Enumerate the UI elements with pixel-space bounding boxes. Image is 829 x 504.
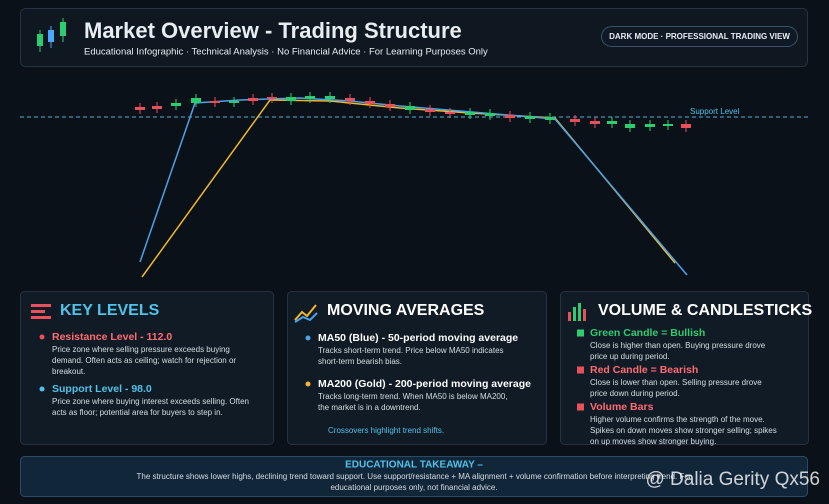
subtitle: Educational Infographic · Technical Anal…	[84, 47, 488, 58]
panel	[287, 291, 547, 445]
badge	[601, 26, 798, 47]
item-heading: Resistance Level - 112.0	[52, 331, 172, 343]
candle-body	[590, 121, 600, 124]
item-heading: MA50 (Blue) - 50-period moving average	[318, 332, 518, 344]
candle-body	[305, 96, 315, 99]
panel-icon	[294, 304, 318, 323]
panels: KEY LEVELS Resistance Level - 112.0 Price …	[39, 302, 813, 446]
bullet	[577, 403, 584, 411]
candle-body	[171, 103, 181, 106]
candle-body	[505, 115, 515, 118]
bullet	[305, 335, 311, 341]
title: Market Overview - Trading Structure	[84, 18, 462, 43]
candles	[135, 92, 691, 132]
candle-body	[365, 101, 375, 104]
bullet	[305, 381, 311, 387]
candle-body	[645, 124, 655, 127]
candle-body	[405, 106, 415, 110]
item-heading: Green Candle = Bullish	[590, 327, 705, 339]
panel	[20, 291, 274, 445]
candle-body	[445, 112, 455, 114]
candle-body	[663, 124, 673, 126]
panel-title: VOLUME & CANDLESTICKS	[598, 302, 813, 319]
item-text: Price zone where buying interest exceeds…	[52, 397, 249, 406]
item-text: acts as floor; potential area for buyers…	[52, 408, 223, 417]
bullet	[577, 366, 584, 374]
candle-body	[465, 112, 475, 115]
candle-body	[425, 109, 435, 112]
panel-title: KEY LEVELS	[60, 302, 160, 319]
candle-body	[345, 98, 355, 101]
badge-text: DARK MODE · PROFESSIONAL TRADING VIEW	[609, 32, 790, 41]
bullet	[577, 329, 584, 337]
item-text: price down during period.	[590, 389, 680, 398]
panel-icon	[31, 304, 51, 319]
candle-body	[135, 107, 145, 110]
item-text: Price zone where selling pressure exceed…	[52, 345, 230, 354]
panel-note: Crossovers highlight trend shifts.	[328, 426, 444, 435]
candle-body	[248, 98, 258, 101]
candle-body	[625, 124, 635, 128]
logo-icon	[37, 18, 66, 52]
candle-body	[325, 96, 335, 99]
item-text: demand. Often acts as ceiling; watch for…	[52, 356, 236, 365]
candle-body	[385, 104, 395, 107]
candle-body	[545, 117, 555, 120]
panel-title: MOVING AVERAGES	[327, 302, 485, 319]
bullet	[39, 334, 45, 340]
candle-body	[229, 101, 239, 103]
candle-body	[286, 97, 296, 101]
panel	[560, 291, 809, 445]
candle-body	[210, 101, 220, 103]
watermark: @ Dalia Gerity Qx56	[645, 469, 820, 490]
header-box	[20, 8, 808, 67]
takeaway-line: The structure shows lower highs, declini…	[137, 472, 692, 481]
candle-body	[152, 106, 162, 109]
item-text: the market is in a downtrend.	[318, 403, 421, 412]
item-text: on up moves show stronger buying.	[590, 437, 716, 446]
item-text: Tracks long-term trend. When MA50 is bel…	[318, 392, 508, 401]
item-text: Higher volume confirms the strength of t…	[590, 415, 765, 424]
takeaway-title: EDUCATIONAL TAKEAWAY –	[345, 460, 483, 471]
candle-body	[485, 113, 495, 116]
item-text: price up during period.	[590, 352, 670, 361]
candle-body	[607, 121, 617, 124]
support-label: Support Level	[690, 107, 740, 116]
takeaway-line: educational purposes only, not financial…	[330, 483, 497, 492]
takeaway-box	[20, 456, 808, 497]
candle-body	[191, 98, 201, 103]
item-text: Close is lower than open. Selling pressu…	[590, 378, 762, 387]
item-heading: Red Candle = Bearish	[590, 364, 698, 376]
candle-body	[681, 124, 691, 128]
item-text: Tracks short-term trend. Price below MA5…	[318, 346, 504, 355]
item-text: short-term bearish bias.	[318, 357, 402, 366]
panel-icon	[568, 303, 586, 321]
bullet	[39, 386, 45, 392]
item-text: breakout.	[52, 367, 85, 376]
candle-body	[267, 97, 277, 99]
item-heading: Volume Bars	[590, 401, 654, 413]
candle-body	[525, 116, 535, 119]
item-text: Close is higher than open. Buying pressu…	[590, 341, 766, 350]
item-text: Spikes on down moves show stronger selli…	[590, 426, 777, 435]
item-heading: MA200 (Gold) - 200-period moving average	[318, 378, 531, 390]
candle-body	[570, 119, 580, 122]
item-heading: Support Level - 98.0	[52, 383, 152, 395]
